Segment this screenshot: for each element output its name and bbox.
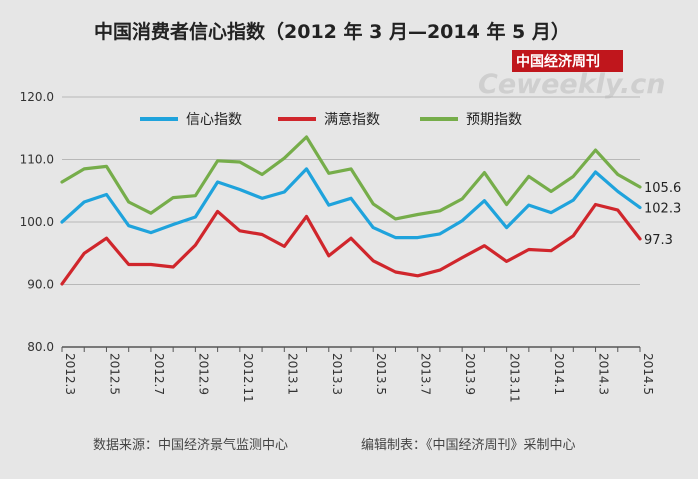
- y-tick-label: 120.0: [20, 90, 54, 104]
- x-tick-label: 2012.5: [107, 353, 121, 395]
- end-label-0: 102.3: [644, 202, 681, 217]
- series-line-2: [60, 135, 642, 221]
- legend-label: 满意指数: [324, 111, 380, 128]
- x-tick-label: 2014.1: [552, 353, 566, 395]
- y-axis-ticks: 80.0 90.0 100.0 110.0 120.0: [20, 90, 54, 354]
- x-tick-label: 2013.5: [374, 353, 388, 395]
- grid: [62, 96, 640, 348]
- end-label-1: 97.3: [644, 233, 673, 248]
- watermark-logo: 中国经济周刊 Ceweekly.cn: [478, 50, 666, 100]
- y-tick-label: 90.0: [27, 278, 54, 292]
- footer-source: 数据来源：中国经济景气监测中心: [93, 437, 288, 453]
- legend-label: 信心指数: [186, 112, 242, 128]
- y-tick-label: 110.0: [20, 153, 54, 167]
- x-tick-label: 2012.9: [196, 353, 210, 395]
- chart-title: 中国消费者信心指数（2012 年 3 月—2014 年 5 月）: [94, 20, 570, 43]
- watermark-logo-banner: [512, 50, 623, 72]
- x-axis-ticks: 2012.3 2012.5 2012.7 2012.9 2012.11 2013.1 201…: [61, 347, 655, 403]
- series-line-1: [60, 202, 642, 286]
- legend-label: 预期指数: [466, 112, 522, 128]
- x-tick-label: 2014.3: [597, 353, 611, 395]
- y-tick-label: 80.0: [27, 340, 54, 354]
- x-tick-label: 2013.1: [285, 353, 299, 395]
- end-label-2: 105.6: [644, 181, 681, 196]
- x-tick-label: 2014.5: [641, 353, 655, 395]
- watermark-logo-en: Ceweekly.cn: [478, 69, 666, 100]
- x-tick-label: 2013.11: [508, 353, 522, 403]
- series-lines: [60, 135, 642, 286]
- watermark-logo-cn: 中国经济周刊: [516, 53, 600, 70]
- x-tick-label: 2013.7: [419, 353, 433, 395]
- y-tick-label: 100.0: [20, 215, 54, 229]
- legend: 信心指数 满意指数 预期指数: [140, 111, 522, 128]
- x-tick-label: 2013.9: [463, 353, 477, 395]
- end-labels: 102.3 97.3 105.6: [644, 181, 681, 248]
- x-tick-label: 2012.3: [63, 353, 77, 395]
- x-tick-label: 2012.11: [241, 353, 255, 403]
- footer-editor: 编辑制表：《中国经济周刊》采制中心: [361, 438, 576, 453]
- x-tick-label: 2013.3: [330, 353, 344, 395]
- series-line-0: [60, 167, 642, 240]
- x-tick-label: 2012.7: [152, 353, 166, 395]
